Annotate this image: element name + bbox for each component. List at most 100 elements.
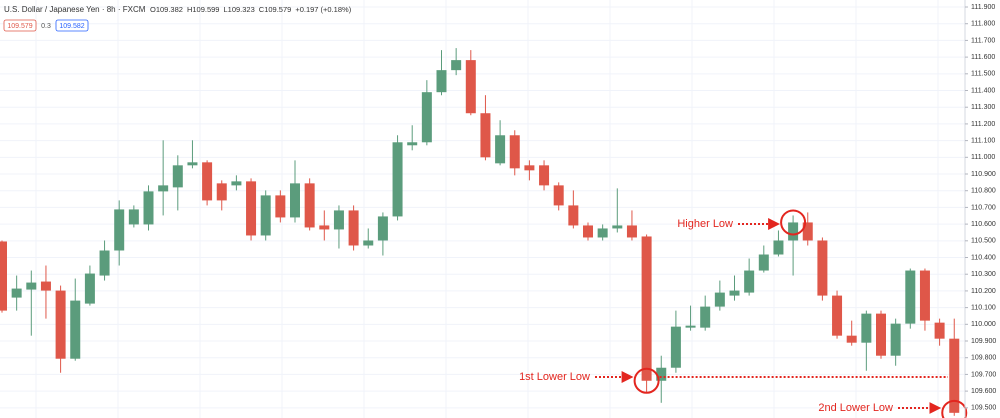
candle-body: [817, 240, 828, 296]
annotation-circle: [633, 367, 660, 394]
candle-body: [40, 281, 51, 291]
candle-body: [612, 225, 623, 229]
y-tick-label: 111.300: [971, 104, 995, 111]
candle-body: [421, 92, 432, 143]
candle-body: [158, 185, 169, 192]
candle-body: [128, 209, 139, 225]
badge-text: 0.3: [41, 23, 51, 30]
candle-body: [26, 282, 37, 290]
candle-body: [55, 290, 66, 359]
candle-body: [290, 183, 300, 218]
candle-body: [729, 290, 740, 296]
ohlc-value: +0.197 (+0.18%): [295, 5, 351, 14]
candle-body: [70, 300, 81, 359]
candle-body: [861, 313, 872, 343]
candle-body: [187, 162, 198, 166]
y-tick-label: 111.400: [971, 87, 995, 94]
candle-body: [114, 209, 125, 251]
candle-body: [788, 222, 799, 241]
candle-body: [202, 162, 213, 201]
y-tick-label: 110.800: [971, 188, 996, 195]
y-tick-label: 110.300: [971, 271, 996, 278]
y-tick-label: 111.000: [971, 154, 995, 161]
candle-body: [480, 113, 491, 158]
candle-body: [905, 270, 916, 324]
y-tick-label: 111.200: [971, 121, 995, 128]
candle-body: [495, 135, 506, 164]
y-tick-label: 110.100: [971, 304, 996, 311]
candle-body: [685, 325, 696, 328]
candle-body: [319, 225, 330, 230]
y-tick-label: 109.500: [971, 405, 996, 412]
candle-body: [0, 241, 7, 311]
candle-body: [172, 165, 183, 188]
candle-body: [407, 142, 418, 146]
y-tick-label: 110.000: [971, 321, 996, 328]
candle-body: [656, 367, 667, 381]
candle-body: [700, 306, 711, 328]
badge-text: 109.579: [7, 23, 32, 30]
candle-body: [246, 181, 257, 236]
candle-body: [392, 142, 403, 217]
symbol-title: U.S. Dollar / Japanese Yen · 8h · FXCM: [4, 5, 146, 14]
candle-body: [890, 323, 901, 356]
badge-text: 109.582: [59, 23, 84, 30]
candle-body: [597, 228, 608, 238]
candle-body: [758, 254, 769, 271]
candle-body: [509, 135, 520, 169]
y-tick-label: 110.600: [971, 221, 996, 228]
candle-body: [304, 183, 315, 228]
candle-body: [876, 313, 886, 356]
candle-body: [641, 236, 652, 381]
candle-body: [802, 222, 813, 241]
ohlc-value: H109.599: [187, 5, 220, 14]
y-tick-label: 111.900: [971, 4, 995, 11]
price-axis: 111.900 111.800 111.700 111.600 111.500 111.4…: [965, 4, 996, 412]
y-tick-label: 111.700: [971, 37, 995, 44]
y-tick-label: 110.700: [971, 204, 996, 211]
candle-body: [919, 270, 930, 321]
ohlc-value: L109.323: [223, 5, 254, 14]
candle-body: [583, 225, 593, 238]
candle-body: [377, 216, 388, 241]
candle-body: [333, 210, 344, 230]
ohlc-value: O109.382: [150, 5, 183, 14]
candle-body: [363, 240, 374, 246]
candles: [0, 48, 960, 416]
candle-body: [832, 295, 843, 336]
candle-body: [143, 191, 154, 225]
y-tick-label: 110.900: [971, 171, 996, 178]
annotation-circle: [780, 209, 807, 236]
y-tick-label: 110.200: [971, 288, 996, 295]
candle-body: [626, 225, 637, 238]
candle-body: [465, 60, 476, 114]
candle-body: [553, 185, 564, 206]
annotation-label: 2nd Lower Low: [818, 402, 893, 414]
y-tick-label: 111.100: [971, 137, 995, 144]
y-tick-label: 111.800: [971, 21, 995, 28]
ohlc-value: C109.579: [259, 5, 292, 14]
candle-body: [670, 326, 681, 368]
candle-body: [451, 60, 462, 71]
annotations: 1st Lower Low Higher Low 2nd Lower Low: [519, 209, 968, 418]
y-tick-label: 110.400: [971, 254, 996, 261]
candle-body: [348, 210, 359, 246]
candle-body: [949, 338, 960, 413]
candle-body: [568, 205, 579, 226]
candle-body: [524, 165, 535, 171]
annotation-label: 1st Lower Low: [519, 371, 590, 383]
candle-body: [84, 273, 95, 304]
candle-body: [934, 322, 945, 339]
candle-body: [773, 240, 784, 255]
candle-body: [846, 335, 857, 343]
header: U.S. Dollar / Japanese Yen · 8h · FXCM O…: [3, 5, 352, 32]
y-tick-label: 111.500: [971, 71, 995, 78]
candle-body: [260, 195, 271, 236]
candle-body: [714, 292, 725, 307]
price-badge: [3, 19, 37, 32]
y-tick-label: 110.500: [971, 238, 996, 245]
candle-body: [275, 195, 286, 218]
candle-body: [744, 270, 755, 293]
